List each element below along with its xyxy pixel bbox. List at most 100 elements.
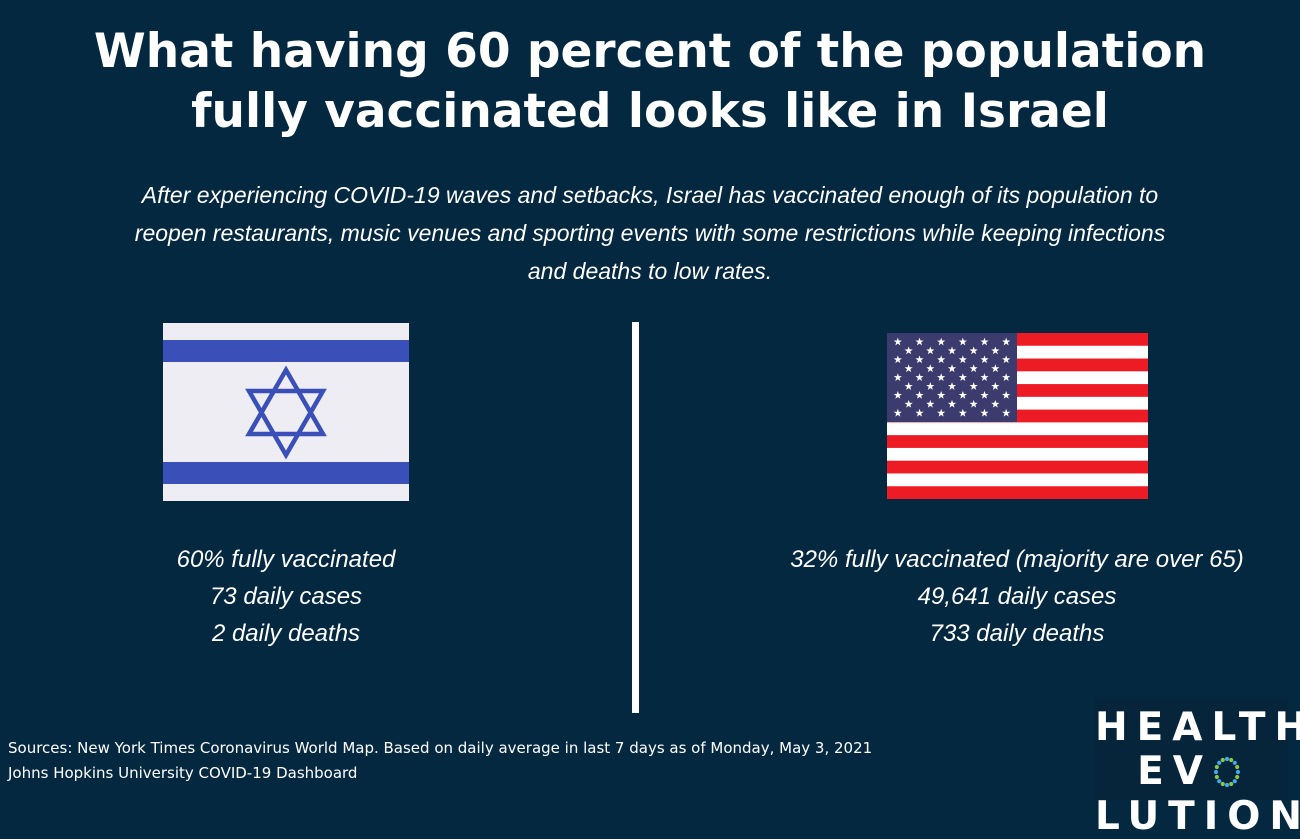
flag-star [904, 399, 913, 408]
flag-star [1002, 408, 1011, 417]
flag-star [991, 346, 1000, 355]
logo-dot [1213, 769, 1219, 775]
israel-daily-deaths: 2 daily deaths [211, 620, 361, 647]
flag-star [980, 408, 989, 417]
subtitle-line-3: and deaths to low rates. [527, 258, 773, 284]
flag-star [893, 373, 902, 381]
flag-star [958, 337, 967, 346]
flag-star [937, 373, 946, 381]
flag-star [991, 382, 1000, 390]
us-vaccinated: 32% fully vaccinated (majority are over … [790, 546, 1244, 573]
flag-star [958, 373, 967, 381]
page-title: What having 60 percent of the population… [0, 22, 1300, 142]
logo-dot [1234, 764, 1240, 770]
logo-dot [1232, 760, 1237, 765]
flag-star [947, 364, 957, 373]
flag-star [969, 364, 978, 373]
flag-star [893, 355, 902, 364]
israel-vaccinated: 60% fully vaccinated [176, 546, 396, 573]
flag-star [915, 373, 924, 381]
flag-star [893, 391, 902, 399]
flag-star [926, 399, 935, 408]
logo-circle-icon [1213, 756, 1241, 788]
logo-dot [1234, 774, 1240, 780]
flag-star [904, 382, 913, 390]
flag-star [926, 364, 935, 373]
health-evolution-logo: HEALTH EVLUTION [1095, 697, 1300, 839]
logo-line-2-start: EV [1137, 749, 1212, 794]
flag-star [991, 364, 1000, 373]
flag-star [980, 355, 989, 364]
flag-star [980, 373, 989, 381]
israel-daily-cases: 73 daily cases [209, 583, 363, 610]
flag-star [947, 399, 957, 408]
flag-star [980, 391, 989, 399]
subtitle-line-2: reopen restaurants, music venues and spo… [134, 220, 1166, 246]
flag-star [915, 337, 924, 346]
flag-star [969, 399, 978, 408]
us-daily-cases: 49,641 daily cases [917, 583, 1117, 610]
flag-star [980, 337, 989, 346]
sources-line-2: Johns Hopkins University COVID-19 Dashbo… [8, 764, 358, 782]
flag-star [904, 346, 913, 355]
flag-star [915, 355, 924, 364]
flag-star [937, 337, 946, 346]
logo-dot [1224, 756, 1230, 762]
logo-dot [1217, 779, 1222, 784]
logo-dot [1217, 760, 1222, 765]
flag-star [1002, 355, 1011, 364]
sources-line-1: Sources: New York Times Coronavirus Worl… [8, 739, 873, 757]
flag-star [947, 346, 957, 355]
logo-dot [1220, 781, 1225, 787]
title-line-1: What having 60 percent of the population [93, 24, 1207, 79]
sources: Sources: New York Times Coronavirus Worl… [8, 736, 872, 786]
logo-dot [1220, 757, 1225, 763]
flag-star [958, 355, 967, 364]
flag-star [915, 391, 924, 399]
us-daily-deaths: 733 daily deaths [929, 620, 1105, 647]
flag-star [937, 391, 946, 399]
logo-dot [1232, 779, 1237, 784]
flag-star [893, 408, 902, 417]
flag-star [947, 382, 957, 390]
flag-star [991, 399, 1000, 408]
flag-star [969, 382, 978, 390]
subtitle: After experiencing COVID-19 waves and se… [20, 176, 1280, 290]
us-stats: 32% fully vaccinated (majority are over … [717, 541, 1300, 652]
flag-stripe [887, 473, 1148, 487]
flag-star [893, 337, 902, 346]
flag-stripe [887, 422, 1148, 436]
flag-star [926, 346, 935, 355]
us-flag-icon [887, 333, 1148, 499]
flag-stripe [887, 435, 1148, 449]
flag-star [1002, 391, 1011, 399]
israel-flag-icon [163, 323, 409, 501]
subtitle-line-1: After experiencing COVID-19 waves and se… [141, 182, 1159, 208]
logo-line-1: HEALTH [1095, 705, 1300, 750]
flag-star [958, 408, 967, 417]
flag-star [958, 391, 967, 399]
flag-star [904, 364, 913, 373]
flag-star [937, 355, 946, 364]
logo-line-2-end: LUTION [1095, 794, 1300, 839]
flag-stripe [887, 447, 1148, 461]
flag-star [1002, 373, 1011, 381]
flag-star [915, 408, 924, 417]
flag-stripe [887, 486, 1148, 499]
title-line-2: fully vaccinated looks like in Israel [191, 84, 1109, 139]
logo-dot [1235, 769, 1241, 775]
israel-stats: 60% fully vaccinated 73 daily cases 2 da… [86, 541, 486, 652]
logo-dot [1224, 782, 1230, 788]
flag-star [926, 382, 935, 390]
flag-star [969, 346, 978, 355]
flag-star [937, 408, 946, 417]
flag-star [1002, 337, 1011, 346]
logo-dot [1229, 757, 1234, 763]
logo-dot [1229, 781, 1234, 787]
divider [632, 322, 639, 713]
logo-line-2: EVLUTION [1095, 749, 1300, 839]
flag-stripe [887, 460, 1148, 474]
logo-dot [1214, 774, 1219, 780]
star-of-david-icon [245, 365, 327, 460]
logo-dot [1214, 764, 1219, 770]
